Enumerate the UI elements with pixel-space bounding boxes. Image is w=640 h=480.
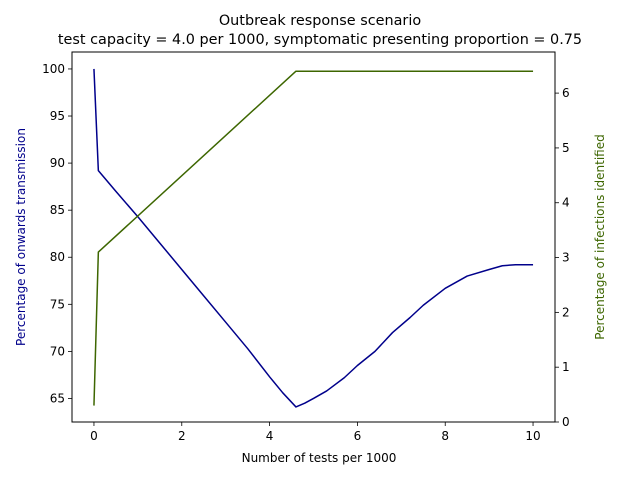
y-left-axis-ticks: 65 70 75 80 85 90 95 100 (42, 62, 72, 405)
y-right-tick-label: 0 (562, 415, 570, 429)
y-left-tick-label: 95 (50, 109, 65, 123)
y-right-axis-label: Percentage of infections identified (593, 134, 607, 339)
y-left-tick-label: 65 (50, 391, 65, 405)
x-tick-label: 10 (525, 429, 540, 443)
x-axis-label: Number of tests per 1000 (242, 451, 397, 465)
plot-frame (71, 51, 556, 423)
series-lines (93, 68, 534, 408)
series-line-left (93, 68, 534, 408)
x-tick-label: 4 (266, 429, 274, 443)
y-left-tick-label: 90 (50, 156, 65, 170)
chart-title: Outbreak response scenario (219, 13, 421, 29)
y-left-tick-label: 100 (42, 62, 65, 76)
x-tick-label: 6 (354, 429, 362, 443)
y-right-tick-label: 1 (562, 360, 570, 374)
x-tick-label: 8 (441, 429, 449, 443)
series-line-right (93, 70, 534, 406)
y-left-axis-label: Percentage of onwards transmission (14, 128, 28, 346)
x-axis-ticks: 0 2 4 6 8 10 (90, 422, 541, 443)
y-left-tick-label: 80 (50, 250, 65, 264)
y-left-tick-label: 85 (50, 203, 65, 217)
y-right-tick-label: 4 (562, 196, 570, 210)
y-right-tick-label: 5 (562, 141, 570, 155)
y-right-tick-label: 2 (562, 305, 570, 319)
y-left-tick-label: 70 (50, 344, 65, 358)
chart-subtitle: test capacity = 4.0 per 1000, symptomati… (58, 32, 582, 48)
y-right-axis-ticks: 0 1 2 3 4 5 6 (555, 86, 570, 429)
y-left-tick-label: 75 (50, 297, 65, 311)
x-tick-label: 0 (90, 429, 98, 443)
y-right-tick-label: 6 (562, 86, 570, 100)
y-right-tick-label: 3 (562, 251, 570, 265)
x-tick-label: 2 (178, 429, 186, 443)
